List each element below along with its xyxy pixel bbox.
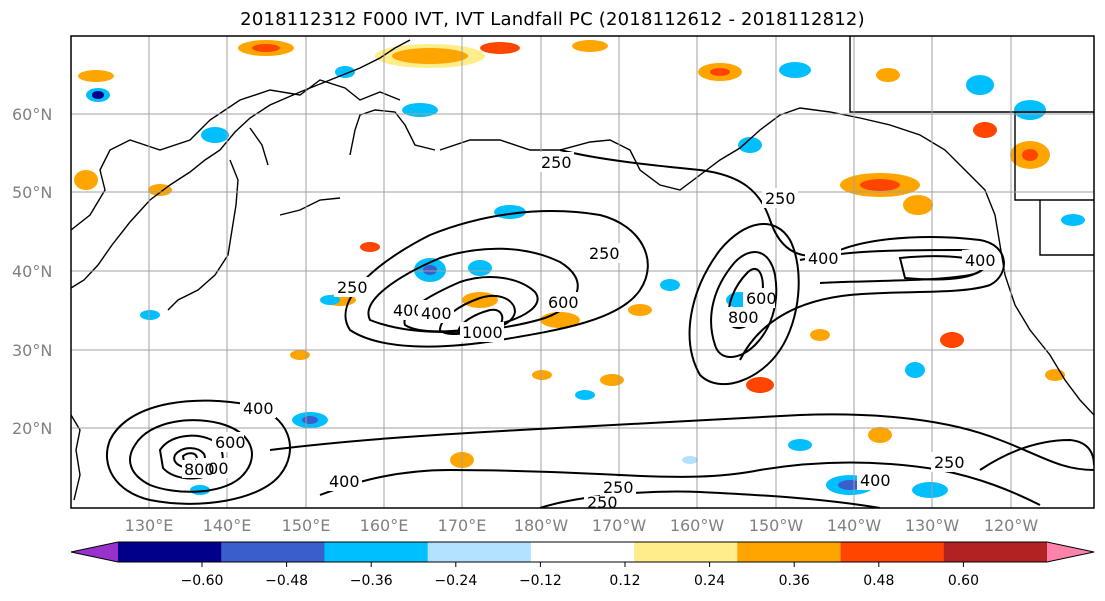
contour-label: 250	[541, 153, 572, 172]
contour-label: 400	[329, 472, 360, 491]
map-area	[71, 36, 1094, 508]
lon-label: 120°W	[984, 516, 1039, 535]
cool-anomaly-patches	[86, 62, 1085, 498]
colorbar-tick-label: −0.12	[519, 573, 562, 589]
lon-label: 130°E	[125, 516, 174, 535]
colorbar-cell	[737, 542, 842, 562]
contour-label: 400	[808, 249, 839, 268]
colorbar-cell	[530, 542, 635, 562]
colorbar-tick-label: −0.36	[350, 573, 393, 589]
colorbar-cell	[427, 542, 532, 562]
lon-label: 130°W	[905, 516, 960, 535]
contour-label: 400	[393, 301, 424, 320]
contour-label: 600	[548, 293, 579, 312]
lon-label: 160°W	[670, 516, 725, 535]
contour-label: 400	[243, 399, 274, 418]
colorbar-tick-label: 0.12	[609, 573, 640, 589]
contour-label: 250	[337, 278, 368, 297]
coastlines	[71, 36, 1094, 501]
lon-label: 170°E	[438, 516, 487, 535]
colorbar-tick-label: 0.60	[948, 573, 979, 589]
colorbar: −0.60 −0.48 −0.36 −0.24 −0.12 0.12 0.24 0.36 0.4…	[70, 541, 1095, 589]
contour-label: 400	[421, 304, 452, 323]
warm-anomaly-patches	[74, 40, 1065, 468]
contour-label: 250	[589, 244, 620, 263]
lon-label: 140°W	[827, 516, 882, 535]
lat-label: 40°N	[12, 262, 52, 281]
lat-label: 50°N	[12, 183, 52, 202]
lon-label: 170°W	[592, 516, 647, 535]
longitude-labels: 130°E 140°E 150°E 160°E 170°E 180°W 170°…	[125, 516, 1039, 535]
colorbar-cell	[118, 542, 222, 562]
colorbar-cell	[324, 542, 429, 562]
lat-label: 60°N	[12, 105, 52, 124]
lat-label: 30°N	[12, 341, 52, 360]
colorbar-cell	[221, 542, 325, 562]
contour-label: 1000	[462, 323, 503, 342]
colorbar-tick-label: −0.60	[181, 573, 224, 589]
colorbar-tick-label: −0.48	[265, 573, 308, 589]
latitude-labels: 60°N 50°N 40°N 30°N 20°N	[12, 105, 52, 438]
contour-label: 600	[746, 289, 777, 308]
lon-label: 140°E	[203, 516, 252, 535]
plot-title: 2018112312 F000 IVT, IVT Landfall PC (20…	[240, 9, 865, 30]
lon-label: 180°W	[514, 516, 569, 535]
colorbar-extend-high	[1047, 542, 1094, 562]
contour-label: 800	[728, 308, 759, 327]
contour-label: 250	[765, 189, 796, 208]
contour-label: 250	[587, 493, 618, 512]
colorbar-extend-low	[71, 542, 118, 562]
colorbar-cell	[634, 542, 738, 562]
colorbar-tick-label: 0.48	[863, 573, 894, 589]
contour-label: 800	[184, 460, 215, 479]
lon-label: 150°W	[749, 516, 804, 535]
contour-label-group: 250 250 250 250 400 400 400 400 600 600 …	[182, 152, 998, 512]
gridlines	[71, 36, 1094, 508]
lon-label: 150°E	[282, 516, 331, 535]
colorbar-tick-label: 0.24	[694, 573, 725, 589]
colorbar-tick-label: −0.24	[434, 573, 477, 589]
colorbar-cell	[943, 542, 1048, 562]
contour-label: 400	[965, 251, 996, 270]
contour-label: 250	[603, 478, 634, 497]
colorbar-tick-label: 0.36	[779, 573, 810, 589]
contour-label: 600	[215, 433, 246, 452]
contour-label: 250	[934, 453, 965, 472]
lat-label: 20°N	[12, 419, 52, 438]
colorbar-cell	[840, 542, 945, 562]
lon-label: 160°E	[360, 516, 409, 535]
map-border	[70, 35, 1095, 509]
contour-label: 400	[860, 471, 891, 490]
